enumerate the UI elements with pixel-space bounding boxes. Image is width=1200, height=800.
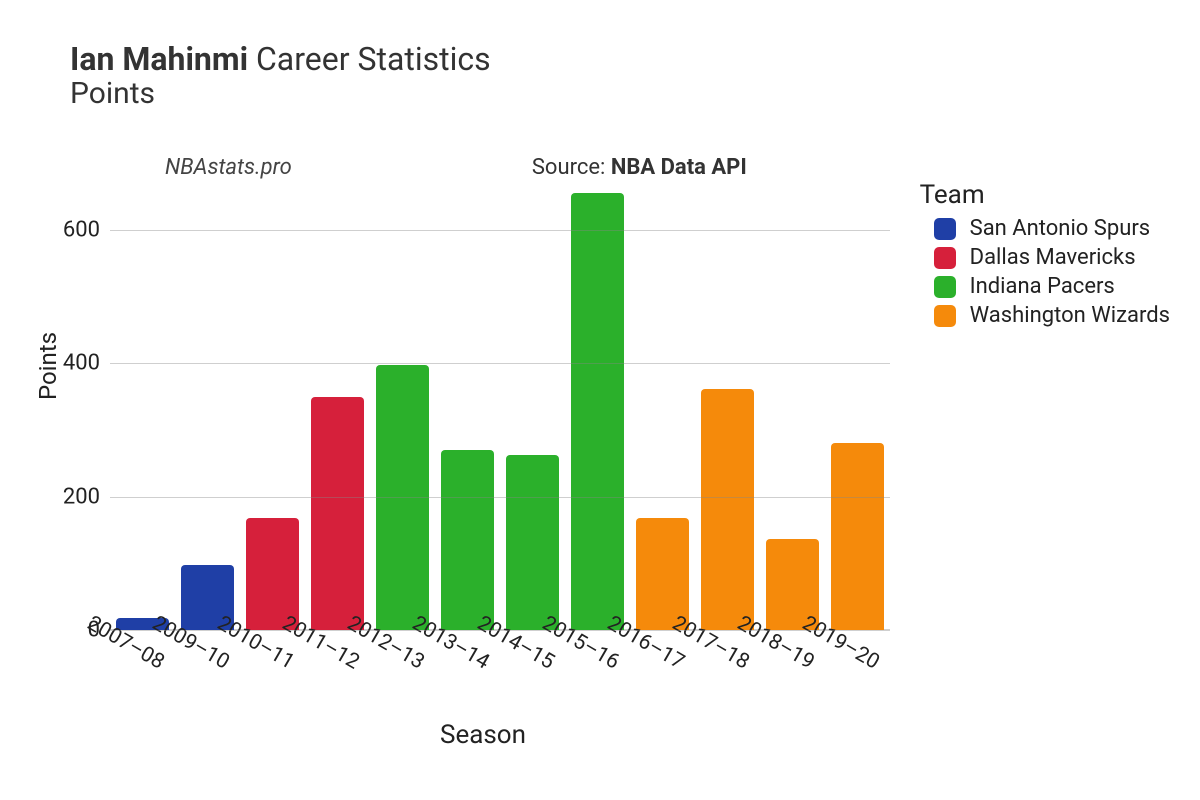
bar <box>701 389 754 630</box>
legend-label: Dallas Mavericks <box>970 245 1136 270</box>
source-prefix: Source: <box>532 155 611 180</box>
bar <box>311 397 364 630</box>
legend-title: Team <box>920 180 1170 210</box>
bar-slot: 2015–16 <box>565 190 630 630</box>
bar <box>376 365 429 630</box>
title-suffix: Career Statistics <box>256 40 491 78</box>
y-tick-label: 0 <box>88 618 100 643</box>
y-tick-label: 400 <box>63 351 100 376</box>
bar-slot: 2011–12 <box>305 190 370 630</box>
grid-line <box>110 363 890 364</box>
source-label: Source: NBA Data API <box>532 155 747 180</box>
bar-slot: 2010–11 <box>240 190 305 630</box>
legend-swatch <box>934 247 956 269</box>
bar-slot: 2017–18 <box>695 190 760 630</box>
bar-slot: 2019–20 <box>825 190 890 630</box>
bar-slot: 2014–15 <box>500 190 565 630</box>
legend-swatch <box>934 218 956 240</box>
bar <box>441 450 494 630</box>
bar <box>571 193 624 630</box>
legend-item: San Antonio Spurs <box>934 216 1170 241</box>
source-name: NBA Data API <box>611 155 747 180</box>
bar <box>506 455 559 630</box>
bar-slot: 2012–13 <box>370 190 435 630</box>
bar-slot: 2013–14 <box>435 190 500 630</box>
chart-container: Ian Mahinmi Career Statistics Points NBA… <box>0 0 1200 800</box>
legend: Team San Antonio Spurs Dallas Mavericks In… <box>920 180 1170 332</box>
chart-title: Ian Mahinmi Career Statistics <box>70 40 1150 78</box>
y-tick-label: 600 <box>63 218 100 243</box>
y-axis-title: Points <box>34 332 62 400</box>
bar-slot: 2009–10 <box>175 190 240 630</box>
bar-slot: 2018–19 <box>760 190 825 630</box>
chart-title-block: Ian Mahinmi Career Statistics Points <box>70 40 1150 111</box>
legend-label: Washington Wizards <box>970 303 1170 328</box>
bar <box>831 443 884 630</box>
bars-group: 2007–082009–102010–112011–122012–132013–… <box>110 190 890 630</box>
plot-area: 2007–082009–102010–112011–122012–132013–… <box>110 190 890 630</box>
legend-item: Indiana Pacers <box>934 274 1170 299</box>
legend-item: Washington Wizards <box>934 303 1170 328</box>
legend-label: Indiana Pacers <box>970 274 1115 299</box>
watermark: NBAstats.pro <box>165 155 292 180</box>
y-tick-label: 200 <box>63 484 100 509</box>
grid-line <box>110 230 890 231</box>
bar-slot: 2016–17 <box>630 190 695 630</box>
legend-swatch <box>934 305 956 327</box>
bar-slot: 2007–08 <box>110 190 175 630</box>
chart-subtitle: Points <box>70 76 1150 111</box>
grid-line <box>110 630 890 631</box>
legend-label: San Antonio Spurs <box>970 216 1151 241</box>
x-axis-title: Season <box>440 720 526 750</box>
legend-swatch <box>934 276 956 298</box>
grid-line <box>110 497 890 498</box>
legend-item: Dallas Mavericks <box>934 245 1170 270</box>
source-row: NBAstats.pro Source: NBA Data API <box>120 155 1200 180</box>
player-name: Ian Mahinmi <box>70 40 248 78</box>
